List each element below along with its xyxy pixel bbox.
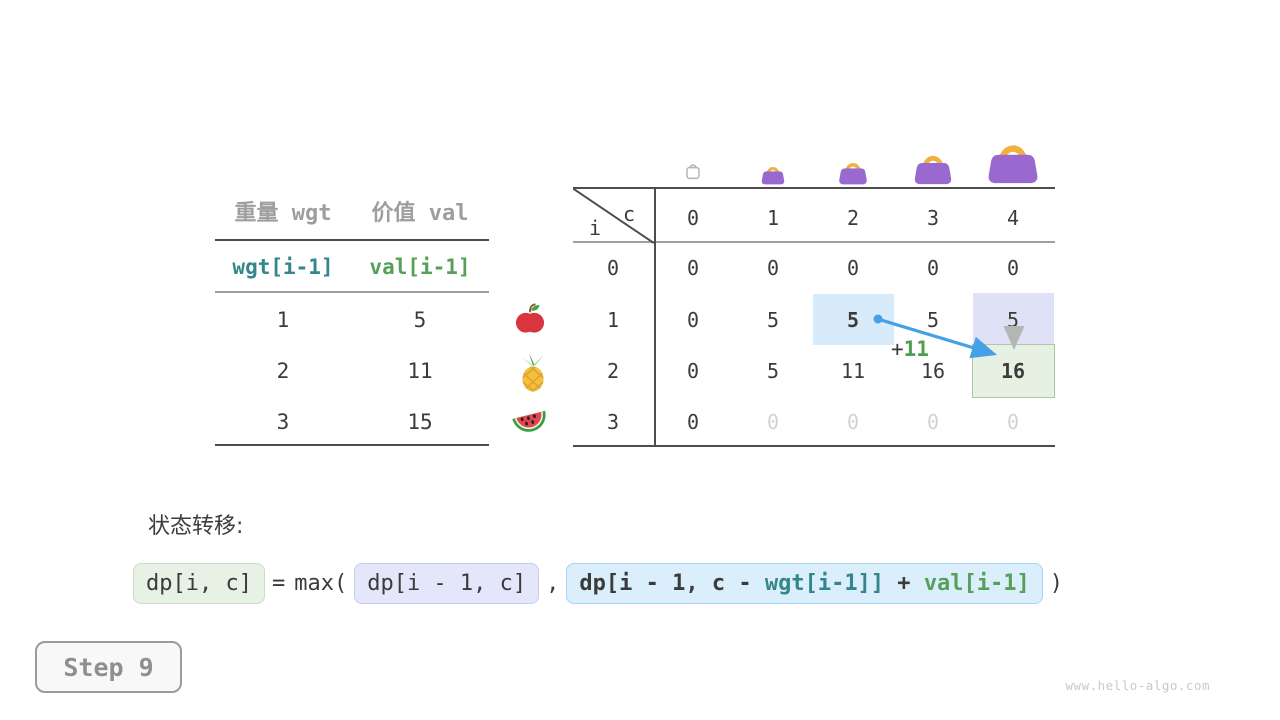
transition-arrows bbox=[873, 314, 1025, 359]
dp-row-header-3: 3 bbox=[606, 410, 620, 434]
dp-col-header-0: 0 bbox=[686, 206, 700, 230]
dp-col-header-1: 1 bbox=[766, 206, 780, 230]
dp-cell-r3c4: 0 bbox=[1006, 410, 1020, 434]
dp-corner-diagonal bbox=[573, 188, 655, 244]
annotation-plus: + bbox=[891, 337, 904, 361]
dp-cell-r1c0: 0 bbox=[686, 308, 700, 332]
dp-cell-r0c3: 0 bbox=[926, 256, 940, 280]
formula-option2-chip: dp[i - 1, c - wgt[i-1]] + val[i-1] bbox=[566, 562, 1043, 604]
apple-icon bbox=[515, 303, 545, 333]
dp-rule-vertical bbox=[654, 187, 656, 447]
item-2-weight: 2 bbox=[276, 359, 290, 383]
item-1-weight: 1 bbox=[276, 308, 290, 332]
dp-cell-r0c1: 0 bbox=[766, 256, 780, 280]
formula-option2-wgt: wgt[i-1]] bbox=[764, 570, 885, 596]
dp-cell-r3c0: 0 bbox=[686, 410, 700, 434]
formula-close-paren: ) bbox=[1049, 570, 1064, 596]
items-table-rule-top bbox=[215, 239, 489, 241]
dp-rule-header bbox=[573, 241, 1055, 243]
formula-option2-plus: + bbox=[884, 570, 924, 596]
dp-cell-r0c0: 0 bbox=[686, 256, 700, 280]
add-value-annotation: +11 bbox=[891, 337, 929, 361]
dp-cell-r2c4: 16 bbox=[1000, 359, 1026, 383]
dp-cell-r3c1: 0 bbox=[766, 410, 780, 434]
transfer-arrow bbox=[880, 318, 998, 359]
bag-medium-icon bbox=[839, 163, 867, 185]
dp-row-header-2: 2 bbox=[606, 359, 620, 383]
dp-cell-r0c2: 0 bbox=[846, 256, 860, 280]
bag-small-icon bbox=[761, 166, 785, 185]
formula-option2-val: val[i-1] bbox=[923, 570, 1030, 596]
items-index-wgt: wgt[i-1] bbox=[232, 255, 334, 279]
watermelon-icon bbox=[512, 410, 546, 432]
item-2-value: 11 bbox=[407, 359, 433, 383]
bag-xlarge-icon bbox=[988, 145, 1038, 184]
dp-cell-r0c4: 0 bbox=[1006, 256, 1020, 280]
item-1-value: 5 bbox=[413, 308, 427, 332]
dp-row-header-1: 1 bbox=[606, 308, 620, 332]
bag-large-icon bbox=[914, 155, 952, 185]
items-col-header-value: 价值 val bbox=[371, 201, 469, 226]
items-table-rule-bottom bbox=[215, 444, 489, 446]
annotation-value: 11 bbox=[903, 337, 929, 361]
watermark: www.hello-algo.com bbox=[1065, 678, 1210, 693]
item-3-value: 15 bbox=[407, 410, 433, 434]
transition-heading: 状态转移: bbox=[148, 514, 244, 539]
dp-corner-row-var: i bbox=[588, 216, 602, 240]
transfer-arrow-origin-dot bbox=[873, 314, 883, 324]
dp-cell-r2c1: 5 bbox=[766, 359, 780, 383]
dp-rule-bottom bbox=[573, 445, 1055, 447]
bag-outline-icon bbox=[686, 164, 700, 180]
dp-cell-r3c2: 0 bbox=[846, 410, 860, 434]
items-col-header-weight: 重量 wgt bbox=[234, 201, 332, 226]
formula-lhs-chip: dp[i, c] bbox=[133, 562, 265, 604]
items-table-rule-mid bbox=[215, 291, 489, 293]
item-3-weight: 3 bbox=[276, 410, 290, 434]
dp-col-header-4: 4 bbox=[1006, 206, 1020, 230]
formula-comma: , bbox=[546, 570, 560, 596]
formula-option2-prefix: dp[i - 1, c - bbox=[579, 570, 765, 596]
dp-cell-r1c2: 5 bbox=[846, 308, 860, 332]
dp-cell-r2c2: 11 bbox=[840, 359, 866, 383]
dp-corner-col-var: c bbox=[622, 202, 636, 226]
step-indicator-button[interactable]: Step 9 bbox=[35, 641, 182, 693]
dp-cell-r3c3: 0 bbox=[926, 410, 940, 434]
dp-cell-r2c0: 0 bbox=[686, 359, 700, 383]
dp-cell-r1c1: 5 bbox=[766, 308, 780, 332]
dp-col-header-2: 2 bbox=[846, 206, 860, 230]
dp-cell-r1c3: 5 bbox=[926, 308, 940, 332]
dp-cell-r2c3: 16 bbox=[920, 359, 946, 383]
formula-option1-chip: dp[i - 1, c] bbox=[354, 562, 540, 604]
dp-row-header-0: 0 bbox=[606, 256, 620, 280]
transition-formula: dp[i, c] = max( dp[i - 1, c] , dp[i - 1,… bbox=[133, 561, 1070, 605]
dp-col-header-3: 3 bbox=[926, 206, 940, 230]
pineapple-icon bbox=[522, 353, 544, 392]
items-index-val: val[i-1] bbox=[369, 255, 471, 279]
formula-max-open: max( bbox=[294, 570, 348, 596]
dp-rule-top bbox=[573, 187, 1055, 189]
formula-equals: = bbox=[271, 570, 286, 596]
